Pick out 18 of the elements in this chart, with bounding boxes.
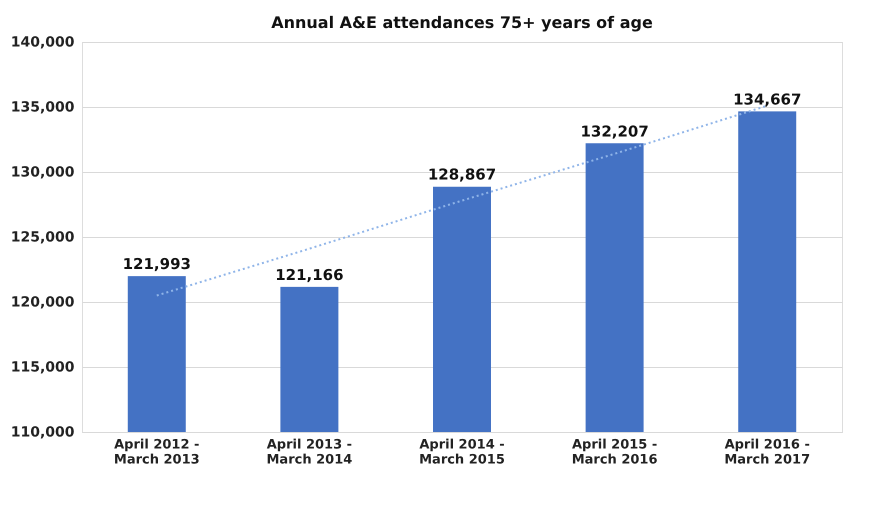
y-tick-label: 115,000 <box>10 360 75 376</box>
x-tick-label: April 2012 - March 2013 <box>114 438 200 468</box>
y-tick-label: 130,000 <box>10 164 75 180</box>
x-tick-label: April 2015 - March 2016 <box>572 438 658 468</box>
x-tick-label: April 2016 - March 2017 <box>724 438 810 468</box>
x-tick-label: April 2014 - March 2015 <box>419 438 505 468</box>
data-label: 121,166 <box>275 266 344 284</box>
data-label: 134,667 <box>733 90 802 108</box>
y-tick-label: 125,000 <box>10 230 75 246</box>
y-tick-label: 140,000 <box>10 34 75 50</box>
data-label: 128,867 <box>428 166 496 184</box>
data-label: 132,207 <box>580 122 649 140</box>
y-tick-label: 135,000 <box>10 100 75 116</box>
y-tick-label: 110,000 <box>10 424 75 440</box>
chart-title: Annual A&E attendances 75+ years of age <box>271 13 653 32</box>
x-tick-label: April 2013 - March 2014 <box>266 438 352 468</box>
data-label: 121,993 <box>122 255 191 274</box>
y-tick-label: 120,000 <box>10 294 75 310</box>
